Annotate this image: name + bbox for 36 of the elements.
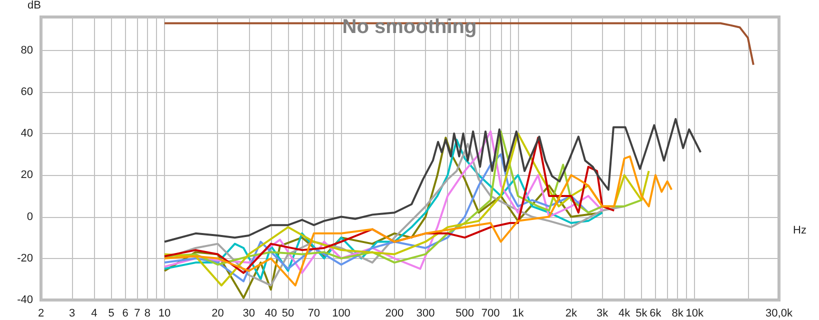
x-tick-label: 100 [332, 308, 350, 320]
x-axis-title: Hz [793, 224, 806, 236]
x-tick-label: 5k [636, 308, 648, 320]
y-tick-label: 40 [20, 128, 33, 140]
x-tick-label: 5 [108, 308, 114, 320]
x-tick-label: 3k [596, 308, 609, 320]
y-tick-label: 80 [20, 44, 33, 56]
y-tick-label: 20 [20, 169, 33, 182]
x-tick-label: 30,0k [766, 308, 793, 320]
x-tick-label: 30 [242, 308, 255, 320]
x-tick-label: 200 [385, 308, 404, 320]
x-tick-label: 8k [672, 308, 684, 320]
x-tick-label: 300 [416, 308, 435, 320]
y-tick-label: 0 [26, 210, 33, 223]
x-tick-label: 700 [481, 308, 500, 320]
x-tick-label: 1k [512, 308, 524, 320]
x-tick-label: 4k [618, 308, 631, 320]
x-tick-label: 40 [264, 308, 278, 320]
x-tick-label: 7 [134, 308, 140, 320]
x-tick-label: 6 [122, 308, 128, 320]
y-tick-label: 60 [20, 86, 33, 98]
x-tick-label: 10k [686, 308, 704, 320]
x-tick-label: 70 [308, 308, 320, 320]
x-tick-label: 8 [144, 308, 150, 320]
x-tick-label: 3 [69, 308, 76, 320]
x-tick-label: 20 [212, 308, 224, 320]
x-tick-label: 6k [650, 308, 662, 320]
x-tick-label: 4 [91, 308, 98, 320]
x-tick-label: 2 [38, 308, 44, 320]
y-axis-title: dB [28, 0, 41, 12]
x-tick-label: 500 [456, 308, 474, 320]
x-tick-label: 50 [282, 308, 294, 320]
x-tick-label: 10 [158, 308, 171, 320]
y-tick-label: -20 [17, 252, 33, 264]
y-tick-label: -40 [17, 294, 33, 306]
x-tick-label: 2k [565, 308, 578, 320]
